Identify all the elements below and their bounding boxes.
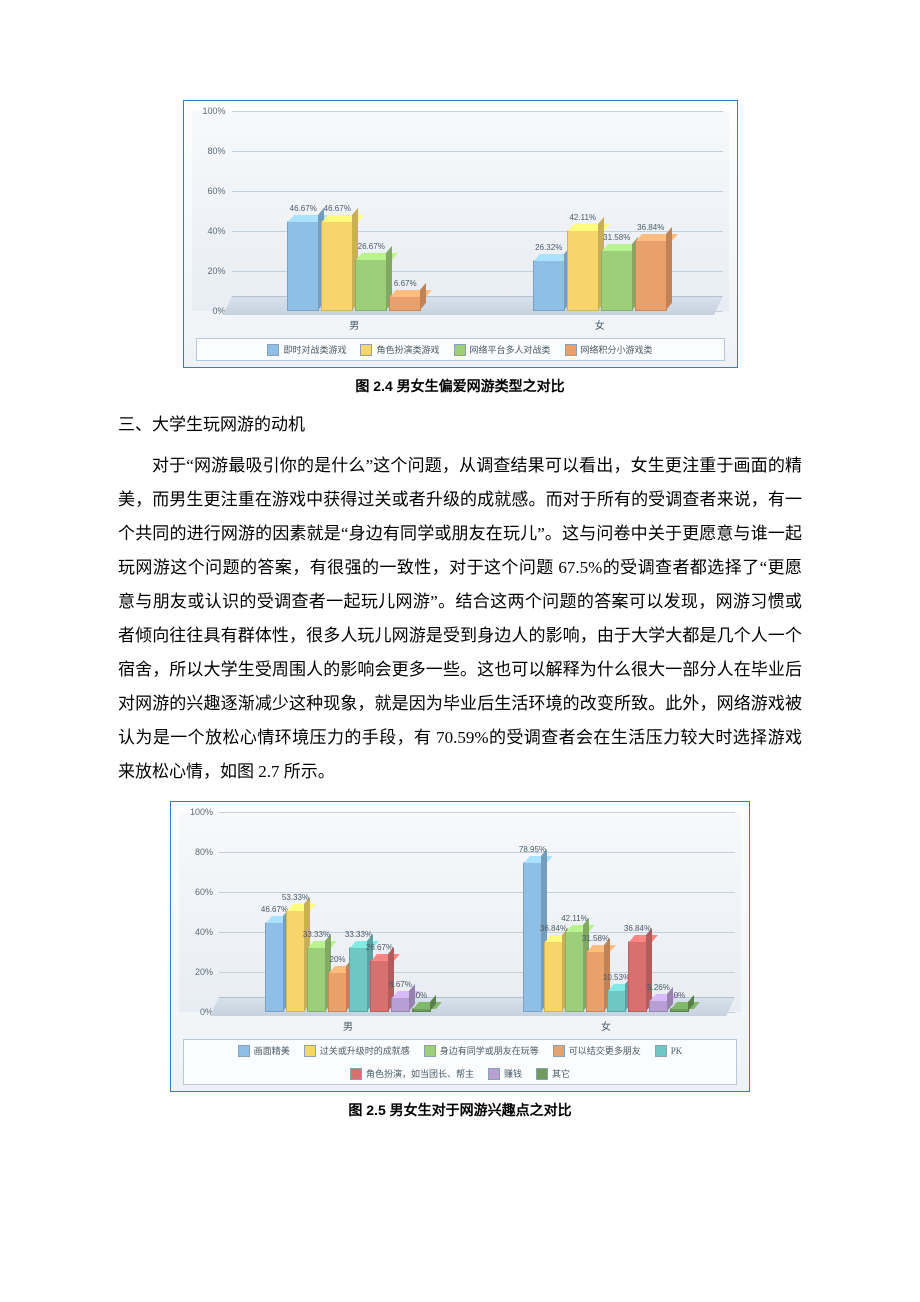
chart-1-caption: 图 2.4 男女生偏爱网游类型之对比: [118, 376, 802, 396]
section-heading: 三、大学生玩网游的动机: [118, 410, 802, 435]
chart-2-caption: 图 2.5 男女生对于网游兴趣点之对比: [118, 1100, 802, 1120]
chart-1: 0%20%40%60%80%100%46.67%46.67%26.67%6.67…: [118, 100, 802, 368]
body-paragraph: 对于“网游最吸引你的是什么”这个问题，从调查结果可以看出，女生更注重于画面的精美…: [118, 449, 802, 789]
chart-2: 0%20%40%60%80%100%46.67%53.33%33.33%20%3…: [118, 801, 802, 1092]
